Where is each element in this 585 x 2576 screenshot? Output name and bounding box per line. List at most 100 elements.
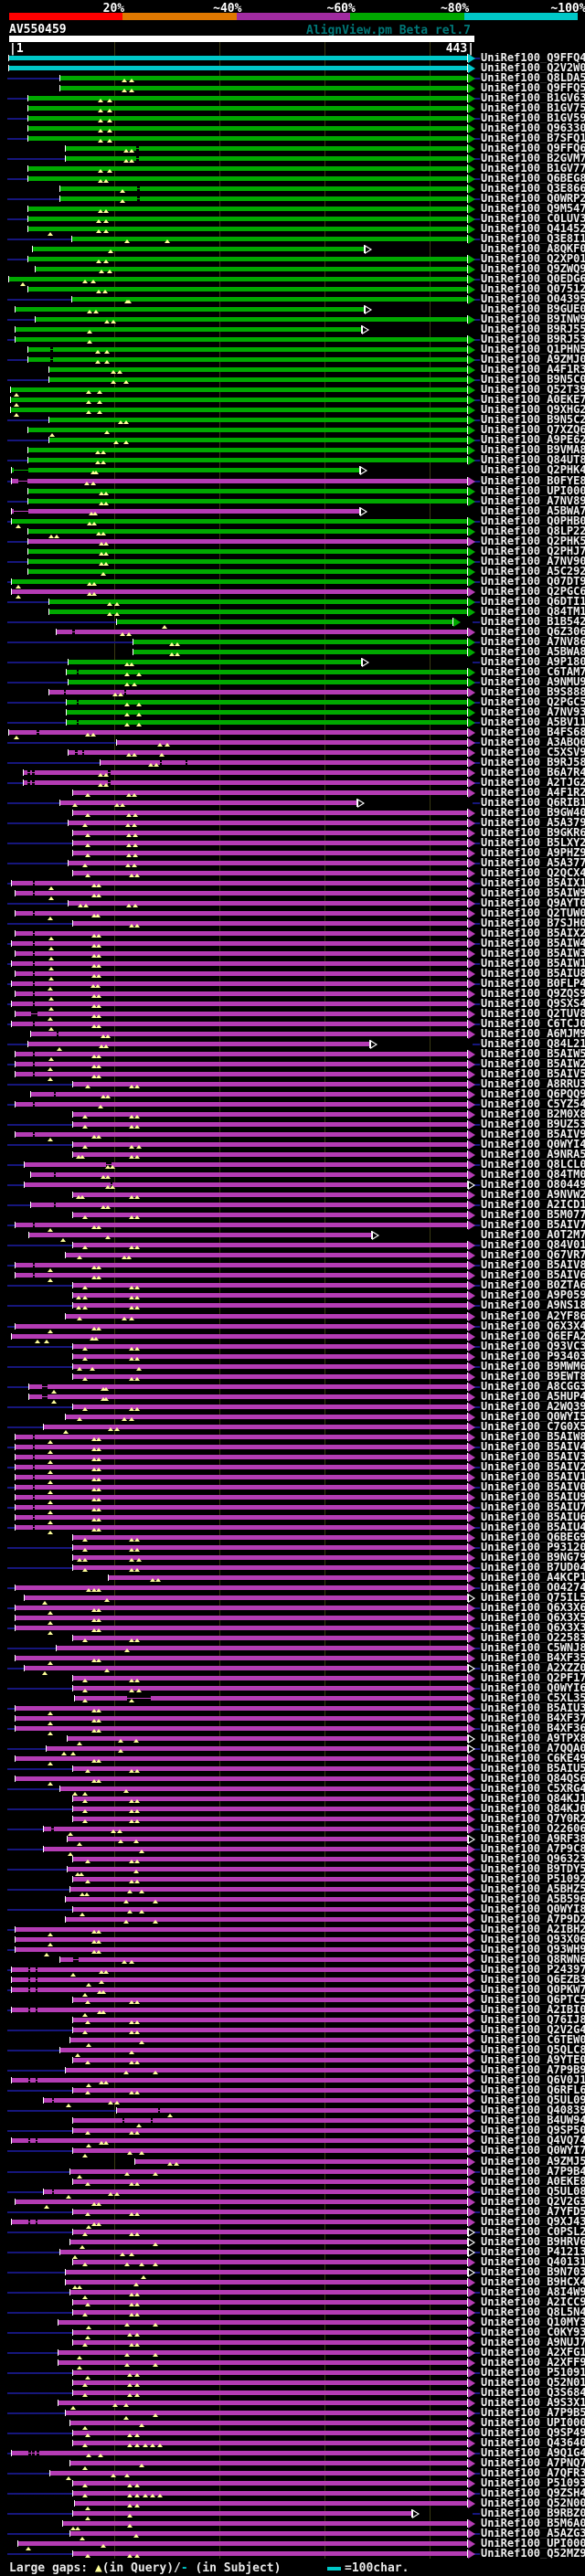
- alignment-bar[interactable]: [73, 1636, 467, 1640]
- alignment-bar[interactable]: [73, 2431, 467, 2435]
- hit-label[interactable]: UniRef100_B5AIV7: [481, 1220, 585, 1230]
- alignment-bar[interactable]: [49, 367, 467, 372]
- alignment-bar[interactable]: [28, 569, 467, 574]
- hit-label[interactable]: UniRef100_Q41452: [481, 224, 585, 234]
- alignment-bar[interactable]: [70, 1887, 467, 1892]
- hit-label[interactable]: UniRef100_Q7XZQ6: [481, 425, 585, 435]
- alignment-bar[interactable]: [58, 2401, 467, 2405]
- alignment-bar[interactable]: [28, 448, 467, 452]
- hit-label[interactable]: UniRef100_Q6PTC5: [481, 1995, 585, 2005]
- alignment-bar[interactable]: [60, 196, 467, 201]
- alignment-bar[interactable]: [11, 408, 467, 412]
- hit-label[interactable]: UniRef100_A2XFG1: [481, 2348, 585, 2358]
- alignment-bar[interactable]: [12, 981, 467, 986]
- alignment-bar[interactable]: [16, 1626, 467, 1630]
- alignment-bar[interactable]: [49, 377, 467, 382]
- hit-label[interactable]: UniRef100_A5BWA7: [481, 506, 585, 516]
- hit-label[interactable]: UniRef100_A9PHZ9: [481, 848, 585, 858]
- hit-label[interactable]: UniRef100_Q3S684: [481, 2388, 585, 2398]
- alignment-bar[interactable]: [73, 1283, 467, 1288]
- hit-label[interactable]: UniRef100_B9INW9: [481, 314, 585, 324]
- hit-label[interactable]: UniRef100_A7P9D2: [481, 1914, 585, 1924]
- alignment-bar[interactable]: [16, 1052, 467, 1056]
- alignment-bar[interactable]: [16, 1706, 467, 1711]
- hit-label[interactable]: UniRef100_Q9XHG2: [481, 405, 585, 415]
- alignment-bar[interactable]: [12, 589, 467, 594]
- hit-label[interactable]: UniRef100_B5AIV9: [481, 1129, 585, 1140]
- hit-label[interactable]: UniRef100_B9VMA8: [481, 445, 585, 455]
- hit-label[interactable]: UniRef100_Q84KJ1: [481, 1794, 585, 1804]
- hit-label[interactable]: UniRef100_P24397: [481, 1965, 585, 1975]
- alignment-bar[interactable]: [16, 1102, 467, 1107]
- hit-label[interactable]: UniRef100_Q2PGC5: [481, 697, 585, 707]
- hit-label[interactable]: UniRef100_Q40131: [481, 2257, 585, 2267]
- alignment-bar[interactable]: [69, 680, 467, 684]
- alignment-bar[interactable]: [16, 1726, 467, 1731]
- hit-label[interactable]: UniRef100_B5AIV4: [481, 1442, 585, 1452]
- alignment-bar[interactable]: [31, 1092, 467, 1097]
- hit-label[interactable]: UniRef100_Q52MZ9: [481, 2549, 585, 2559]
- hit-label[interactable]: UniRef100_B5AIW4: [481, 938, 585, 949]
- alignment-bar[interactable]: [73, 2380, 467, 2385]
- hit-label[interactable]: UniRef100_B9GKR6: [481, 828, 585, 838]
- alignment-bar[interactable]: [68, 1867, 467, 1871]
- hit-label[interactable]: UniRef100_Q5UL08: [481, 2187, 585, 2197]
- hit-label[interactable]: UniRef100_A8RRU3: [481, 1079, 585, 1089]
- alignment-bar[interactable]: [66, 1897, 467, 1902]
- hit-label[interactable]: UniRef100_Q6Z306: [481, 627, 585, 637]
- hit-label[interactable]: UniRef100_Q0WYI4: [481, 1140, 585, 1150]
- hit-label[interactable]: UniRef100_B1B542: [481, 617, 585, 627]
- hit-label[interactable]: UniRef100_C6TCJ0: [481, 1019, 585, 1029]
- alignment-bar[interactable]: [25, 1666, 467, 1670]
- alignment-bar[interactable]: [73, 2300, 467, 2305]
- hit-label[interactable]: UniRef100_Q2TUV8: [481, 1009, 585, 1019]
- hit-label[interactable]: UniRef100_B1GV63: [481, 93, 585, 103]
- hit-label[interactable]: UniRef100_A7PNQ7: [481, 2458, 585, 2468]
- hit-label[interactable]: UniRef100_B9EWT8: [481, 1372, 585, 1382]
- alignment-bar[interactable]: [16, 1505, 467, 1510]
- alignment-bar[interactable]: [28, 136, 467, 141]
- hit-label[interactable]: UniRef100_Q0WYI7: [481, 2146, 585, 2156]
- alignment-bar[interactable]: [12, 2078, 467, 2083]
- alignment-bar[interactable]: [12, 519, 467, 524]
- hit-label[interactable]: UniRef100_A9ZMJ5: [481, 2157, 585, 2167]
- hit-label[interactable]: UniRef100_B5AIW1: [481, 959, 585, 969]
- hit-label[interactable]: UniRef100_Q6BEG8: [481, 174, 585, 184]
- alignment-bar[interactable]: [12, 468, 359, 472]
- hit-label[interactable]: UniRef100_P93403: [481, 1352, 585, 1362]
- alignment-bar[interactable]: [28, 428, 467, 432]
- hit-label[interactable]: UniRef100_B7UD04: [481, 1563, 585, 1573]
- hit-label[interactable]: UniRef100_B5AIV2: [481, 1462, 585, 1472]
- hit-label[interactable]: UniRef100_Q2PHK4: [481, 465, 585, 475]
- alignment-bar[interactable]: [16, 1072, 467, 1076]
- hit-label[interactable]: UniRef100_Q84KJ0: [481, 1804, 585, 1814]
- alignment-bar[interactable]: [44, 2098, 467, 2103]
- alignment-bar[interactable]: [66, 146, 467, 151]
- hit-label[interactable]: UniRef100_B9N5C0: [481, 375, 585, 385]
- hit-label[interactable]: UniRef100_Q9ZWQ9: [481, 264, 585, 274]
- alignment-bar[interactable]: [28, 116, 467, 121]
- alignment-bar[interactable]: [60, 1786, 467, 1791]
- alignment-bar[interactable]: [73, 1303, 467, 1308]
- hit-label[interactable]: UniRef100_Q67VR7: [481, 1250, 585, 1260]
- hit-label[interactable]: UniRef100_P93120: [481, 1542, 585, 1553]
- alignment-bar[interactable]: [44, 1847, 467, 1851]
- alignment-bar[interactable]: [16, 1716, 467, 1721]
- hit-label[interactable]: UniRef100_Q52N01: [481, 2378, 585, 2388]
- alignment-bar[interactable]: [69, 901, 467, 906]
- alignment-bar[interactable]: [73, 1676, 467, 1680]
- alignment-bar[interactable]: [66, 1314, 467, 1319]
- hit-label[interactable]: UniRef100_B9RJ55: [481, 324, 585, 334]
- hit-label[interactable]: UniRef100_B4XF36: [481, 1723, 585, 1733]
- hit-label[interactable]: UniRef100_Q84UT8: [481, 455, 585, 465]
- alignment-bar[interactable]: [73, 1293, 467, 1298]
- hit-label[interactable]: UniRef100_B9TDY5: [481, 1864, 585, 1874]
- alignment-bar[interactable]: [18, 2541, 467, 2546]
- alignment-bar[interactable]: [73, 2491, 467, 2496]
- hit-label[interactable]: UniRef100_Q84TM1: [481, 607, 585, 617]
- hit-label[interactable]: UniRef100_B2M0X8: [481, 1109, 585, 1119]
- hit-label[interactable]: UniRef100_Q52N00: [481, 2498, 585, 2508]
- alignment-bar[interactable]: [73, 841, 467, 845]
- hit-label[interactable]: UniRef100_B5AIX1: [481, 878, 585, 888]
- hit-label[interactable]: UniRef100_Q0PKW7: [481, 1985, 585, 1995]
